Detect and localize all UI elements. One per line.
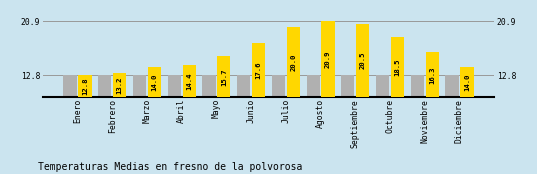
Bar	[252, 43, 265, 97]
Text: 18.5: 18.5	[395, 59, 401, 76]
Text: 13.2: 13.2	[117, 76, 123, 94]
Bar	[113, 73, 126, 97]
Text: 20.5: 20.5	[360, 52, 366, 69]
Bar	[237, 75, 250, 97]
Text: 15.7: 15.7	[221, 68, 227, 85]
Text: 12.8: 12.8	[82, 78, 88, 95]
Text: 20.0: 20.0	[291, 54, 296, 71]
Bar	[272, 75, 285, 97]
Text: 16.3: 16.3	[429, 66, 435, 84]
Bar	[168, 75, 181, 97]
Bar	[202, 75, 215, 97]
Bar	[322, 21, 335, 97]
Text: 14.0: 14.0	[464, 74, 470, 91]
Bar	[426, 52, 439, 97]
Text: 17.6: 17.6	[256, 62, 262, 79]
Bar	[376, 75, 389, 97]
Bar	[341, 75, 354, 97]
Bar	[63, 75, 77, 97]
Bar	[133, 75, 146, 97]
Bar	[217, 56, 230, 97]
Bar	[445, 75, 459, 97]
Text: 14.0: 14.0	[151, 74, 157, 91]
Bar	[287, 27, 300, 97]
Bar	[78, 75, 92, 97]
Text: Temperaturas Medias en fresno de la polvorosa: Temperaturas Medias en fresno de la polv…	[38, 162, 302, 172]
Bar	[183, 65, 196, 97]
Bar	[98, 75, 111, 97]
Bar	[356, 24, 369, 97]
Bar	[148, 67, 161, 97]
Bar	[307, 75, 320, 97]
Bar	[460, 67, 474, 97]
Bar	[411, 75, 424, 97]
Text: 14.4: 14.4	[186, 72, 192, 90]
Text: 20.9: 20.9	[325, 51, 331, 68]
Bar	[391, 37, 404, 97]
